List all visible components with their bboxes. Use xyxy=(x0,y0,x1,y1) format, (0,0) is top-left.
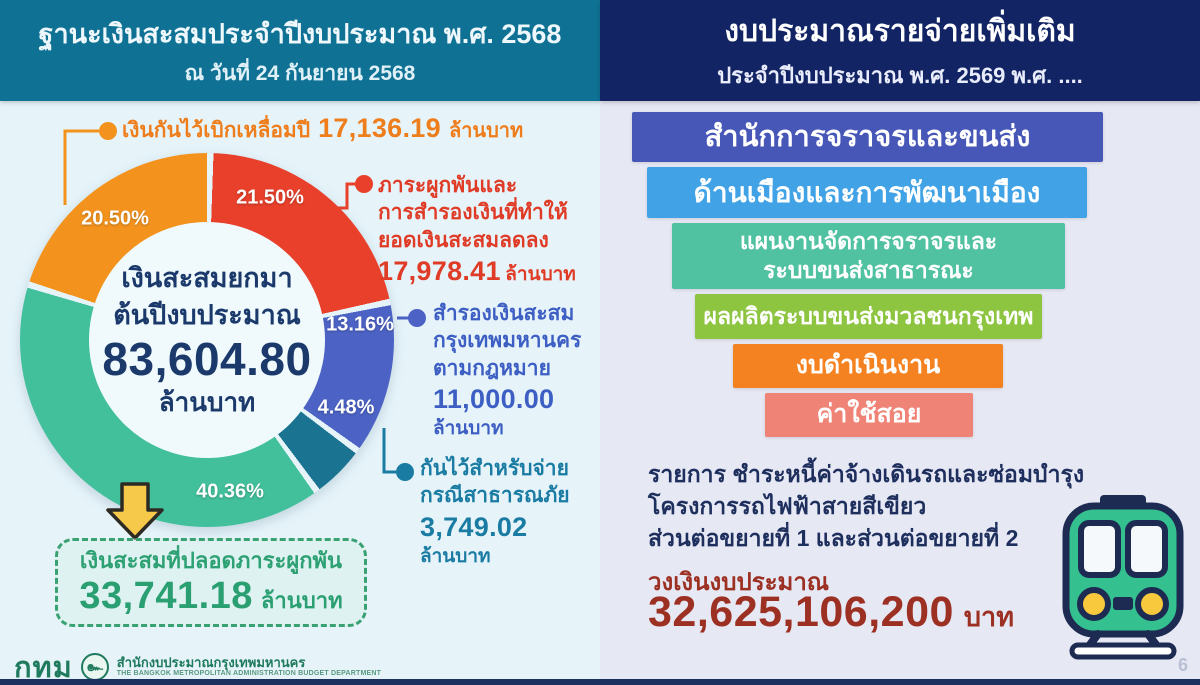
callout-reserve: สำรองเงินสะสม กรุงเทพมหานคร ตามกฎหมาย 11… xyxy=(433,300,581,442)
pct-label-disaster: 4.48% xyxy=(317,396,375,419)
carryover-label: เงินกันไว้เบิกเหลื่อมปี xyxy=(122,119,311,142)
disaster-line1: กันไว้สำหรับจ่าย xyxy=(420,457,569,480)
supplementary-budget-panel: งบประมาณรายจ่ายเพิ่มเติม ประจำปีงบประมาณ… xyxy=(600,0,1200,685)
reserve-dot-icon xyxy=(408,309,426,327)
callout-obligation: ภาระผูกพันและ การสำรองเงินที่ทำให้ ยอดเง… xyxy=(378,172,576,289)
donut-center-amount: 83,604.80 xyxy=(102,333,312,386)
unencumbered-unit: ล้านบาท xyxy=(260,587,343,613)
unencumbered-box: เงินสะสมที่ปลอดภาระผูกพัน 33,741.18 ล้าน… xyxy=(55,538,367,627)
obligation-line1: ภาระผูกพันและ xyxy=(378,174,518,197)
detail-line1: รายการ ชำระหนี้ค่าจ้างเดินรถและซ่อมบำรุง xyxy=(648,461,1085,487)
callout-carryover: เงินกันไว้เบิกเหลื่อมปี 17,136.19 ล้านบา… xyxy=(122,113,523,147)
footer-org-en: THE BANGKOK METROPOLITAN ADMINISTRATION … xyxy=(116,670,382,678)
carryover-dot-icon xyxy=(99,122,117,140)
carryover-unit: ล้านบาท xyxy=(448,120,524,142)
obligation-line3: ยอดเงินสะสมลดลง xyxy=(378,228,549,252)
obligation-amount: 17,978.41 xyxy=(378,255,501,286)
funnel-bar-label2: ระบบขนส่งสาธารณะ xyxy=(763,257,974,283)
funnel-bar-label: แผนงานจัดการจราจรและ xyxy=(739,228,998,255)
bottom-strip xyxy=(0,679,1200,685)
budget-amount-unit: บาท xyxy=(963,602,1015,632)
budget-amount-number: 32,625,106,200 xyxy=(648,588,954,636)
disaster-amount: 3,749.02 xyxy=(420,511,528,542)
reserve-line1: สำรองเงินสะสม xyxy=(433,302,575,325)
funnel-bar-label: ค่าใช้สอย xyxy=(816,400,922,429)
donut-chart: เงินสะสมยกมา ต้นปีงบประมาณ 83,604.80 ล้า… xyxy=(20,153,394,527)
reserve-amount: 11,000.00 xyxy=(433,383,555,414)
footer-org: สำนักงบประมาณกรุงเทพมหานคร xyxy=(116,654,306,670)
unencumbered-label: เงินสะสมที่ปลอดภาระผูกพัน xyxy=(79,548,343,574)
left-header: ฐานะเงินสะสมประจำปีงบประมาณ พ.ศ. 2568 ณ … xyxy=(0,0,600,101)
right-subtitle: ประจำปีงบประมาณ พ.ศ. 2569 พ.ศ. .... xyxy=(717,63,1083,88)
donut-center-unit: ล้านบาท xyxy=(158,386,256,417)
funnel-bar-label: งบดำเนินงาน xyxy=(795,351,941,380)
disaster-unit: ล้านบาท xyxy=(420,545,491,567)
pct-label-obligation: 21.50% xyxy=(236,186,304,209)
funnel-bar-department: สำนักการจราจรและขนส่ง xyxy=(632,112,1103,162)
obligation-line2: การสำรองเงินที่ทำให้ xyxy=(378,201,568,225)
funnel-bar-plan: แผนงานจัดการจราจรและ ระบบขนส่งสาธารณะ xyxy=(672,223,1065,289)
right-header: งบประมาณรายจ่ายเพิ่มเติม ประจำปีงบประมาณ… xyxy=(600,0,1200,101)
budget-amount-label: วงเงินงบประมาณ xyxy=(648,569,830,596)
pct-label-carryover: 20.50% xyxy=(81,207,149,230)
accumulated-funds-panel: ฐานะเงินสะสมประจำปีงบประมาณ พ.ศ. 2568 ณ … xyxy=(0,0,600,685)
obligation-unit: ล้านบาท xyxy=(505,263,576,285)
train-icon xyxy=(1062,495,1184,660)
donut-center-line2: ต้นปีงบประมาณ xyxy=(113,299,301,330)
down-arrow-icon xyxy=(106,482,164,540)
pct-label-reserve: 13.16% xyxy=(326,313,394,336)
left-title: ฐานะเงินสะสมประจำปีงบประมาณ พ.ศ. 2568 xyxy=(38,18,562,49)
page-number: 6 xyxy=(1178,655,1189,675)
funnel-bar-operating-budget: งบดำเนินงาน xyxy=(733,344,1003,388)
bma-logo: กทม xyxy=(14,652,73,684)
bma-emblem-icon: ๛ xyxy=(80,653,109,681)
funnel-bar-sector: ด้านเมืองและการพัฒนาเมือง xyxy=(647,167,1087,218)
budget-item-description: รายการ ชำระหนี้ค่าจ้างเดินรถและซ่อมบำรุง… xyxy=(648,458,1084,555)
disaster-line2: กรณีสาธารณภัย xyxy=(420,484,570,508)
funnel-bar-label: ผลผลิตระบบขนส่งมวลชนกรุงเทพ xyxy=(703,303,1034,330)
footer: กทม ๛ สำนักงบประมาณกรุงเทพมหานคร THE BAN… xyxy=(14,644,381,685)
budget-amount: 32,625,106,200 บาท xyxy=(648,588,1014,638)
funnel-bar-expenses: ค่าใช้สอย xyxy=(765,393,973,437)
right-title: งบประมาณรายจ่ายเพิ่มเติม xyxy=(724,15,1076,48)
unencumbered-amount: 33,741.18 xyxy=(79,574,253,617)
carryover-amount: 17,136.19 xyxy=(318,113,441,143)
donut-center: เงินสะสมยกมา ต้นปีงบประมาณ 83,604.80 ล้า… xyxy=(89,222,325,458)
donut-center-line1: เงินสะสมยกมา xyxy=(121,263,293,294)
disaster-dot-icon xyxy=(396,463,414,481)
left-subtitle: ณ วันที่ 24 กันยายน 2568 xyxy=(184,61,416,85)
funnel-bar-label: ด้านเมืองและการพัฒนาเมือง xyxy=(693,177,1041,208)
funnel-bar-label: สำนักการจราจรและขนส่ง xyxy=(704,120,1031,153)
funnel-bar-output: ผลผลิตระบบขนส่งมวลชนกรุงเทพ xyxy=(695,294,1042,339)
reserve-line2: กรุงเทพมหานคร xyxy=(433,329,582,353)
reserve-line3: ตามกฎหมาย xyxy=(433,356,551,380)
reserve-unit: ล้านบาท xyxy=(433,417,504,439)
callout-disaster: กันไว้สำหรับจ่าย กรณีสาธารณภัย 3,749.02 … xyxy=(420,455,570,569)
pct-label-unencumbered: 40.36% xyxy=(196,480,264,503)
detail-line3: ส่วนต่อขยายที่ 1 และส่วนต่อขยายที่ 2 xyxy=(648,525,1019,552)
detail-line2: โครงการรถไฟฟ้าสายสีเขียว xyxy=(648,493,927,520)
